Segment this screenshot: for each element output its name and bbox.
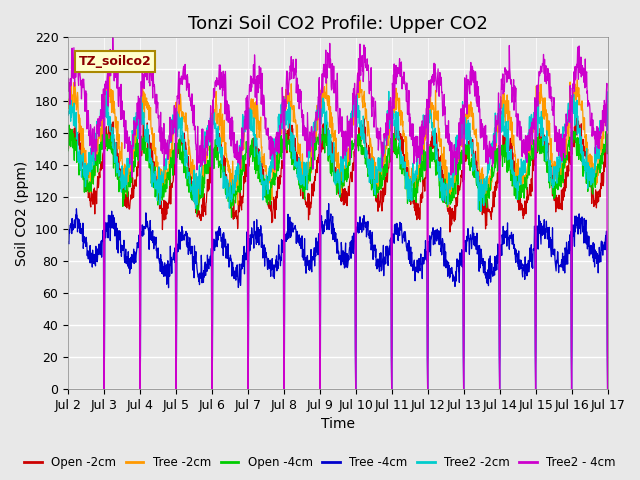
Open -2cm xyxy=(140,113,147,119)
Line: Tree2 - 4cm: Tree2 - 4cm xyxy=(68,37,607,389)
Tree -4cm xyxy=(314,241,322,247)
Tree2 -2cm xyxy=(129,128,136,133)
Line: Tree2 -2cm: Tree2 -2cm xyxy=(68,91,607,211)
Open -2cm xyxy=(305,217,312,223)
Tree2 -2cm xyxy=(372,178,380,183)
Line: Tree -2cm: Tree -2cm xyxy=(68,70,607,207)
Line: Tree -4cm: Tree -4cm xyxy=(68,204,607,389)
Open -2cm xyxy=(294,156,301,162)
Tree2 -2cm xyxy=(604,107,611,112)
Tree2 -2cm xyxy=(305,153,312,158)
Tree2 - 4cm xyxy=(106,47,114,52)
Tree2 -2cm xyxy=(477,208,484,214)
Tree2 -2cm xyxy=(102,88,110,94)
Tree -4cm xyxy=(129,252,136,258)
Tree2 -2cm xyxy=(106,129,114,134)
Tree -4cm xyxy=(372,246,380,252)
Y-axis label: Soil CO2 (ppm): Soil CO2 (ppm) xyxy=(15,161,29,266)
Tree2 - 4cm xyxy=(305,142,313,148)
Tree -2cm xyxy=(604,104,611,109)
Tree2 - 4cm xyxy=(100,386,108,392)
Open -4cm xyxy=(294,168,301,173)
Open -4cm xyxy=(106,142,114,147)
Tree2 -2cm xyxy=(314,114,322,120)
Open -4cm xyxy=(604,144,611,150)
Tree2 - 4cm xyxy=(109,35,116,40)
Tree -4cm xyxy=(100,386,108,392)
Legend: Open -2cm, Tree -2cm, Open -4cm, Tree -4cm, Tree2 -2cm, Tree2 - 4cm: Open -2cm, Tree -2cm, Open -4cm, Tree -4… xyxy=(19,452,621,474)
Open -2cm xyxy=(128,186,136,192)
Tree -4cm xyxy=(106,238,114,243)
Open -2cm xyxy=(314,158,322,164)
Open -4cm xyxy=(372,187,380,192)
Tree2 - 4cm xyxy=(372,112,380,118)
Tree -2cm xyxy=(314,117,322,123)
Line: Open -4cm: Open -4cm xyxy=(68,121,607,217)
Tree2 -2cm xyxy=(64,112,72,118)
Title: Tonzi Soil CO2 Profile: Upper CO2: Tonzi Soil CO2 Profile: Upper CO2 xyxy=(188,15,488,33)
Tree -2cm xyxy=(64,96,72,102)
Open -4cm xyxy=(128,172,136,178)
Tree -2cm xyxy=(305,171,312,177)
Open -2cm xyxy=(64,144,72,149)
Open -4cm xyxy=(314,141,322,147)
Tree -2cm xyxy=(106,100,114,106)
Open -4cm xyxy=(64,148,72,154)
Tree -2cm xyxy=(444,204,452,210)
Open -4cm xyxy=(322,118,330,124)
Tree -4cm xyxy=(64,240,72,245)
Tree2 - 4cm xyxy=(315,95,323,100)
Tree2 - 4cm xyxy=(294,99,301,105)
Open -2cm xyxy=(106,129,114,134)
Open -2cm xyxy=(372,181,380,187)
Tree -2cm xyxy=(372,159,380,165)
Tree2 - 4cm xyxy=(604,386,611,392)
Text: TZ_soilco2: TZ_soilco2 xyxy=(79,55,152,68)
Tree -2cm xyxy=(106,67,113,72)
Open -2cm xyxy=(446,229,454,235)
Open -2cm xyxy=(604,142,611,148)
Tree -4cm xyxy=(305,264,312,270)
Tree -4cm xyxy=(294,228,301,234)
Tree -4cm xyxy=(604,386,611,392)
Tree -2cm xyxy=(129,149,136,155)
Tree2 - 4cm xyxy=(129,146,136,152)
Tree -4cm xyxy=(325,201,333,206)
Tree2 -2cm xyxy=(294,174,301,180)
Tree2 - 4cm xyxy=(64,75,72,81)
Tree -2cm xyxy=(294,122,301,128)
Open -4cm xyxy=(228,215,236,220)
X-axis label: Time: Time xyxy=(321,418,355,432)
Line: Open -2cm: Open -2cm xyxy=(68,116,607,232)
Open -4cm xyxy=(305,177,312,182)
